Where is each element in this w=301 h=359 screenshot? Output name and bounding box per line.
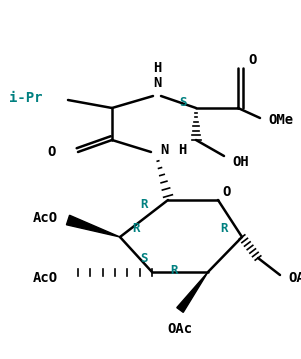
Text: OAc: OAc: [167, 322, 193, 336]
Text: OMe: OMe: [268, 113, 293, 127]
Text: O: O: [222, 185, 230, 199]
Text: R: R: [221, 222, 228, 234]
Text: O: O: [48, 145, 56, 159]
Text: OAc: OAc: [288, 271, 301, 285]
Text: H: H: [153, 61, 161, 75]
Text: R: R: [132, 222, 140, 234]
Text: AcO: AcO: [33, 211, 58, 225]
Text: R: R: [170, 264, 178, 276]
Text: N: N: [153, 76, 161, 90]
Text: i-Pr: i-Pr: [8, 91, 42, 105]
Text: O: O: [248, 53, 256, 67]
Text: R: R: [141, 199, 148, 211]
Text: H: H: [178, 143, 186, 157]
Text: N: N: [160, 143, 168, 157]
Polygon shape: [177, 272, 208, 312]
Text: S: S: [179, 95, 187, 108]
Text: OH: OH: [232, 155, 249, 169]
Text: AcO: AcO: [33, 271, 58, 285]
Text: S: S: [141, 252, 148, 265]
Polygon shape: [67, 215, 120, 237]
